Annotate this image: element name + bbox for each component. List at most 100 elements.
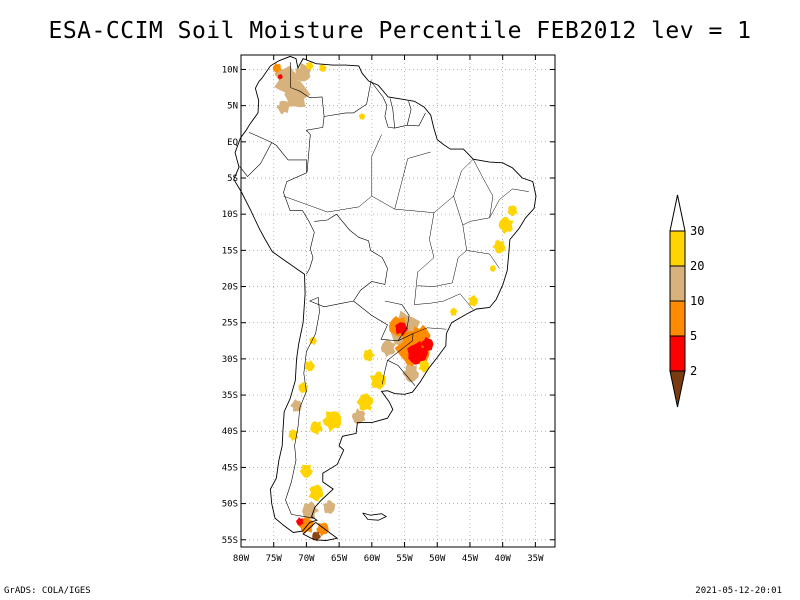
lon-tick-label: 80W <box>233 554 250 564</box>
state-border <box>283 159 474 213</box>
colorbar-label: 30 <box>690 224 704 238</box>
anomaly-patch <box>356 393 374 411</box>
lat-tick-label: 50S <box>222 500 238 510</box>
anomaly-patch <box>489 265 497 272</box>
continent-coastline <box>233 55 537 533</box>
lon-tick-label: 75W <box>266 554 283 564</box>
anomaly-patch <box>395 322 409 337</box>
anomaly-patch <box>363 348 376 362</box>
lon-tick-label: 50W <box>429 554 446 564</box>
colorbar-label: 5 <box>690 329 697 343</box>
country-border <box>248 132 315 275</box>
anomaly-patch <box>322 500 336 514</box>
anomaly-patch <box>468 295 478 307</box>
anomaly-patch <box>380 339 396 358</box>
lon-tick-label: 65W <box>331 554 348 564</box>
lon-tick-label: 40W <box>495 554 512 564</box>
lat-tick-label: 15S <box>222 246 238 256</box>
lon-tick-label: 35W <box>527 554 544 564</box>
lat-tick-label: 30S <box>222 355 238 365</box>
map-frame <box>240 54 556 548</box>
lat-tick-label: EQ <box>227 138 238 148</box>
footer-timestamp: 2021-05-12-20:01 <box>695 586 782 596</box>
country-border <box>324 80 372 117</box>
anomaly-patch <box>322 411 341 433</box>
anomaly-patch <box>299 464 313 478</box>
anomaly-patch <box>309 336 318 346</box>
coastline-outline <box>233 55 537 541</box>
country-border <box>371 82 426 129</box>
anomaly-patch <box>418 360 430 373</box>
anomaly-patch <box>402 364 419 383</box>
anomaly-patch <box>308 484 324 502</box>
lon-tick-label: 55W <box>396 554 413 564</box>
state-border <box>414 212 435 305</box>
colorbar-label: 10 <box>690 294 704 308</box>
country-border <box>290 62 325 173</box>
map-border <box>240 54 556 548</box>
lat-tick-label: 5N <box>227 102 238 112</box>
anomaly-patch <box>420 336 434 351</box>
colorbar-segment <box>669 300 686 337</box>
colorbar-label: 2 <box>690 364 697 378</box>
colorbar-segment <box>669 230 686 267</box>
anomaly-patch <box>272 62 282 73</box>
lat-tick-label: 25S <box>222 319 238 329</box>
colorbar-segment <box>669 335 686 372</box>
anomaly-patch <box>296 517 304 526</box>
country-border <box>382 360 388 385</box>
anomaly-patch <box>276 100 290 115</box>
axis-ticks: 10N 5N EQ 5S 10S 15S 20S 25S 30S 35S 40S 45S 50S 55S 8… <box>222 55 555 564</box>
colorbar-segment <box>669 265 686 302</box>
anomaly-patch <box>302 501 320 520</box>
anomaly-patch <box>290 399 302 412</box>
anomaly-patch <box>407 340 428 365</box>
lat-tick-label: 10S <box>222 210 238 220</box>
anomaly-patch <box>369 371 386 390</box>
anomaly-patch <box>358 112 366 120</box>
tierra-del-fuego-outline <box>302 522 339 541</box>
lat-tick-label: 35S <box>222 391 238 401</box>
graticule <box>240 55 555 547</box>
anomaly-patch <box>306 62 314 71</box>
anomaly-patch <box>312 531 321 542</box>
anomaly-patch <box>319 63 327 72</box>
state-border <box>414 293 474 310</box>
anomaly-patch <box>304 360 315 372</box>
country-border <box>239 142 272 178</box>
anomaly-patch <box>288 429 299 441</box>
lat-tick-label: 55S <box>222 536 238 546</box>
anomaly-patch <box>449 307 458 316</box>
soil-moisture-shading <box>272 62 518 542</box>
lat-tick-label: 45S <box>222 463 238 473</box>
anomaly-patch <box>277 74 283 80</box>
anomaly-patch <box>498 216 514 235</box>
state-border <box>417 196 467 287</box>
country-border <box>389 98 395 129</box>
state-border <box>394 151 431 210</box>
anomaly-patch <box>310 421 323 436</box>
lat-tick-label: 5S <box>227 174 238 184</box>
state-border <box>466 250 500 269</box>
map-title: ESA-CCIM Soil Moisture Percentile FEB201… <box>48 18 752 44</box>
colorbar: 30 20 10 5 2 <box>669 194 704 408</box>
anomaly-patch <box>507 205 518 217</box>
lon-tick-label: 60W <box>364 554 381 564</box>
country-border <box>309 213 388 308</box>
state-border <box>412 327 447 334</box>
colorbar-top-arrow <box>669 194 686 232</box>
falkland-islands-outline <box>362 512 388 521</box>
anomaly-patch <box>316 522 329 537</box>
lon-tick-label: 70W <box>298 554 315 564</box>
country-border <box>386 333 416 386</box>
lon-tick-label: 45W <box>462 554 479 564</box>
state-border <box>489 188 529 218</box>
state-border <box>462 159 494 226</box>
lat-tick-label: 40S <box>222 427 238 437</box>
anomaly-patch <box>492 239 506 254</box>
lat-tick-label: 10N <box>222 65 238 75</box>
country-border <box>406 101 412 126</box>
anomaly-patch <box>351 408 366 424</box>
state-border <box>371 134 382 197</box>
